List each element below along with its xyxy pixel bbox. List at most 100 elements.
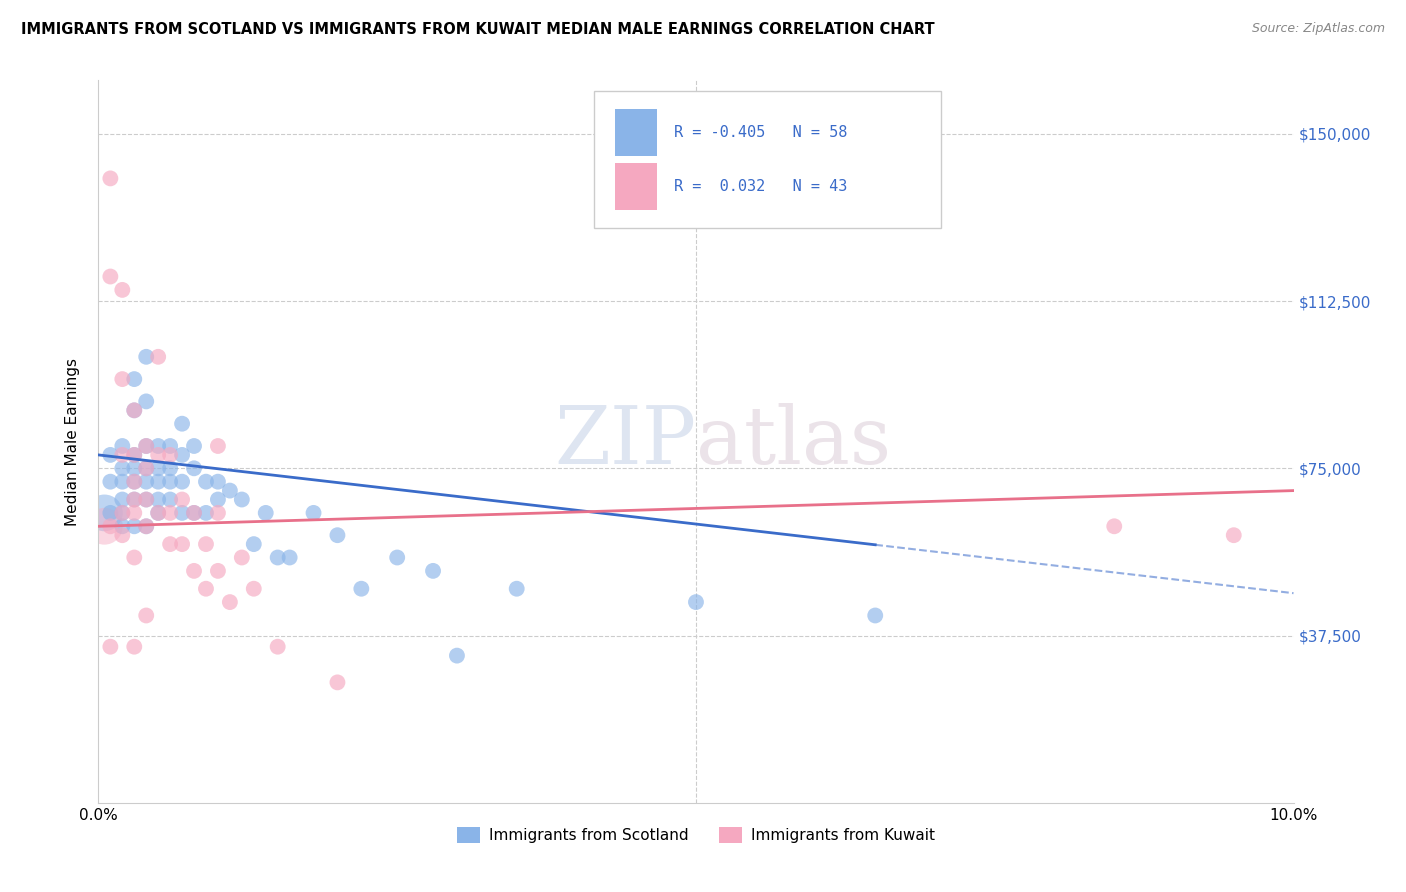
Point: [98, 640, 122, 654]
Y-axis label: Median Male Earnings: Median Male Earnings: [65, 358, 80, 525]
Point: [446, 648, 468, 663]
Point: [93, 519, 115, 533]
Point: [183, 506, 205, 520]
Point: [124, 492, 146, 507]
Text: Source: ZipAtlas.com: Source: ZipAtlas.com: [1251, 22, 1385, 36]
Point: [267, 640, 290, 654]
Point: [326, 675, 349, 690]
Point: [111, 506, 134, 520]
Point: [124, 475, 146, 489]
Point: [183, 564, 205, 578]
Point: [243, 537, 266, 551]
Point: [148, 492, 170, 507]
Point: [159, 461, 181, 475]
Point: [135, 492, 157, 507]
Text: R = -0.405   N = 58: R = -0.405 N = 58: [675, 125, 848, 140]
Point: [124, 372, 146, 386]
Point: [172, 492, 194, 507]
Point: [159, 475, 181, 489]
Point: [219, 595, 242, 609]
Point: [124, 506, 146, 520]
Point: [1223, 528, 1246, 542]
Point: [195, 475, 218, 489]
Point: [111, 506, 134, 520]
Point: [93, 506, 115, 520]
Point: [135, 394, 157, 409]
Point: [148, 439, 170, 453]
Point: [267, 550, 290, 565]
FancyBboxPatch shape: [595, 91, 941, 228]
Point: [278, 550, 301, 565]
Point: [159, 506, 181, 520]
Point: [159, 492, 181, 507]
FancyBboxPatch shape: [614, 109, 657, 156]
Point: [254, 506, 277, 520]
Point: [124, 448, 146, 462]
Point: [111, 283, 134, 297]
Point: [135, 461, 157, 475]
Point: [207, 439, 229, 453]
Point: [195, 506, 218, 520]
Point: [183, 506, 205, 520]
Point: [385, 550, 409, 565]
Point: [172, 417, 194, 431]
Point: [231, 550, 253, 565]
Point: [159, 537, 181, 551]
Point: [195, 537, 218, 551]
Point: [207, 475, 229, 489]
Point: [135, 519, 157, 533]
Point: [1104, 519, 1126, 533]
Text: atlas: atlas: [696, 402, 891, 481]
Text: ZIP: ZIP: [554, 402, 696, 481]
Point: [685, 595, 707, 609]
Point: [302, 506, 325, 520]
Point: [148, 506, 170, 520]
Point: [159, 439, 181, 453]
Legend: Immigrants from Scotland, Immigrants from Kuwait: Immigrants from Scotland, Immigrants fro…: [451, 822, 941, 849]
Point: [124, 550, 146, 565]
Point: [124, 461, 146, 475]
Point: [111, 492, 134, 507]
Point: [135, 519, 157, 533]
Point: [111, 439, 134, 453]
Point: [159, 448, 181, 462]
Text: R =  0.032   N = 43: R = 0.032 N = 43: [675, 179, 848, 194]
Point: [207, 492, 229, 507]
Point: [422, 564, 444, 578]
Point: [124, 492, 146, 507]
Point: [135, 608, 157, 623]
Point: [98, 448, 122, 462]
Point: [98, 269, 122, 284]
Point: [183, 461, 205, 475]
Point: [111, 528, 134, 542]
Point: [135, 475, 157, 489]
Point: [183, 439, 205, 453]
Point: [135, 492, 157, 507]
Point: [111, 475, 134, 489]
Point: [195, 582, 218, 596]
Point: [135, 439, 157, 453]
Point: [98, 506, 122, 520]
Point: [111, 372, 134, 386]
Point: [98, 475, 122, 489]
Point: [98, 519, 122, 533]
Point: [350, 582, 373, 596]
Point: [124, 403, 146, 417]
Point: [135, 439, 157, 453]
Point: [506, 582, 529, 596]
Point: [135, 461, 157, 475]
Point: [148, 448, 170, 462]
Point: [148, 506, 170, 520]
Point: [207, 506, 229, 520]
Point: [124, 403, 146, 417]
Point: [98, 171, 122, 186]
Point: [231, 492, 253, 507]
Point: [326, 528, 349, 542]
Point: [172, 475, 194, 489]
Point: [124, 475, 146, 489]
Point: [207, 564, 229, 578]
Point: [111, 461, 134, 475]
Point: [172, 537, 194, 551]
Point: [865, 608, 887, 623]
Point: [111, 448, 134, 462]
